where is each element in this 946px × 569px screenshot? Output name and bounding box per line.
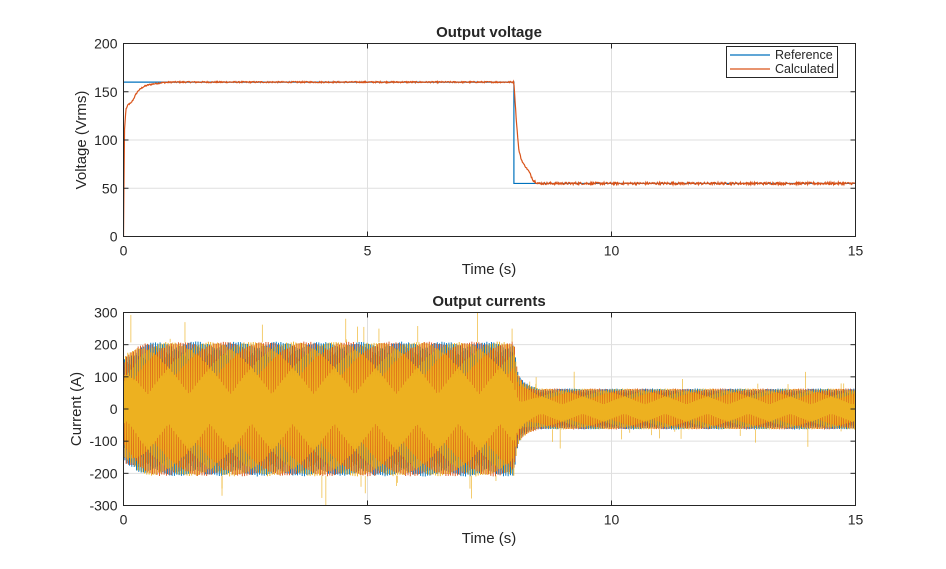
x-tick-label: 10 [604,243,620,259]
y-tick-label: 0 [110,229,118,245]
voltage-grid [123,43,856,237]
x-tick-label: 5 [364,512,372,528]
legend-calculated-label: Calculated [775,62,834,76]
y-tick-label: 0 [110,401,118,417]
voltage-legend: Reference Calculated [726,46,838,78]
current-plot: Output currents 0 5 10 15 -300 -200 -100 0 100 20… [68,293,863,547]
y-tick-label: -100 [89,433,117,449]
voltage-xlabel: Time (s) [462,261,516,278]
y-tick-label: -200 [89,465,117,481]
current-series [123,312,856,506]
y-tick-label: 300 [94,305,118,321]
x-tick-label: 10 [604,512,620,528]
series-group [123,312,856,506]
y-tick-label: 200 [94,337,118,353]
current-plot-title: Output currents [432,293,545,310]
reference-line [123,81,856,185]
voltage-plot-title: Output voltage [436,24,542,41]
series-group [123,79,856,237]
voltage-series [123,79,856,237]
y-tick-label: 50 [102,180,118,196]
y-tick-label: 100 [94,369,118,385]
x-tick-label: 0 [120,243,128,259]
y-tick-label: 200 [94,36,118,52]
legend-box [726,46,838,78]
voltage-ylabel: Voltage (Vrms) [73,91,90,190]
current-ticks: 0 5 10 15 -300 -200 -100 0 100 200 300 [89,305,863,528]
current-ylabel: Current (A) [68,372,85,446]
x-tick-label: 15 [848,243,864,259]
x-tick-label: 5 [364,243,372,259]
x-tick-label: 0 [120,512,128,528]
phase-current-line [123,341,856,477]
y-tick-label: 150 [94,84,118,100]
y-tick-label: -300 [89,498,117,514]
current-xlabel: Time (s) [462,530,516,547]
calculated-line [123,79,856,237]
legend-reference-label: Reference [775,48,833,62]
y-tick-label: 100 [94,132,118,148]
x-tick-label: 15 [848,512,864,528]
